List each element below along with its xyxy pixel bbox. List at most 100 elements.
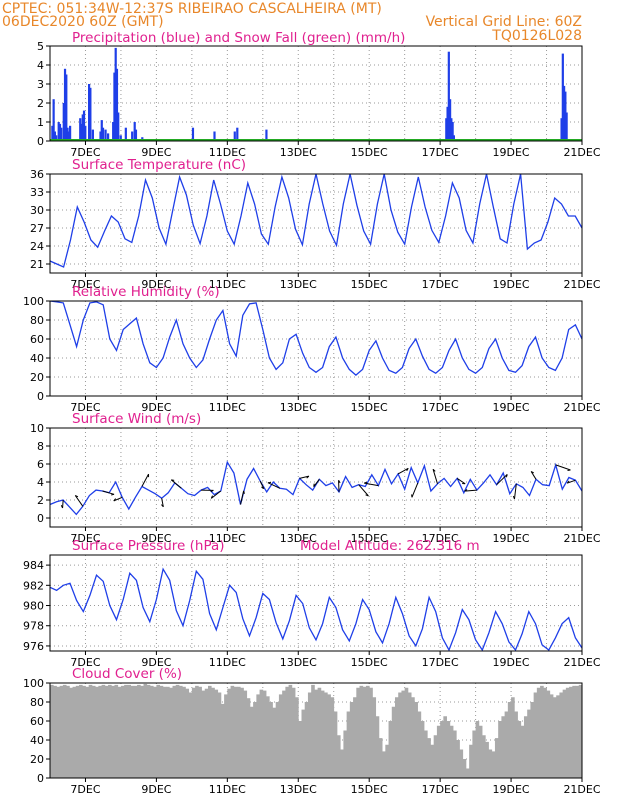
cloud-cover-bar xyxy=(559,692,564,778)
cloud-cover-bar xyxy=(204,688,209,778)
wind-arrow xyxy=(364,482,379,487)
cloud-cover-bar xyxy=(66,685,70,778)
wind-arrow xyxy=(566,479,576,484)
wind-arrow-head xyxy=(364,481,368,484)
wind-arrow xyxy=(62,499,64,509)
cloud-cover-bar xyxy=(488,749,493,778)
cloud-cover-bar xyxy=(256,694,260,778)
precip-bar xyxy=(79,118,82,141)
precip-grid xyxy=(50,46,582,141)
cloud-cover-bar xyxy=(575,685,580,778)
cloud-cover-bar xyxy=(166,686,170,778)
cloud-cover-bar xyxy=(398,692,402,778)
header-gridline: Vertical Grid Line: 60Z xyxy=(426,14,582,30)
precip-bar xyxy=(52,99,55,141)
cloud-ytick-label: 60 xyxy=(30,715,44,728)
precip-bar xyxy=(80,123,83,141)
cloud-xtick-label: 17DEC xyxy=(422,783,459,796)
cloud-cover-bar xyxy=(482,735,486,778)
wind-xtick-label: 21DEC xyxy=(563,532,600,545)
wind-frame xyxy=(49,427,583,528)
pres-series-line xyxy=(50,567,582,651)
cloud-cover-bar xyxy=(372,697,377,778)
temp-xtick-label: 9DEC xyxy=(141,278,171,291)
cloud-cover-bar xyxy=(349,702,354,778)
rh-title: Relative Humidity (%) xyxy=(72,284,220,300)
cloud-cover-bar xyxy=(407,692,412,778)
cloud-cover-bar xyxy=(50,684,54,778)
cloud-title: Cloud Cover (%) xyxy=(72,666,182,682)
wind-arrow xyxy=(397,467,409,475)
cloud-cover-bar xyxy=(153,686,157,778)
cloud-cover-bar xyxy=(385,744,389,778)
cloud-cover-bar xyxy=(207,685,212,778)
precip-bar xyxy=(561,53,564,141)
cloud-cover-bar xyxy=(543,687,547,778)
rh-ytick-label: 40 xyxy=(30,352,44,365)
wind-arrow xyxy=(267,482,281,489)
temp-frame xyxy=(49,173,583,274)
cloud-cover-bar xyxy=(295,697,299,778)
cloud-cover-bar xyxy=(227,688,231,778)
cloud-cover-bar xyxy=(359,685,364,778)
wind-panel: Surface Wind (m/s) 0 2 4 6 8 10 7DEC 9DEC 11DEC 13… xyxy=(30,411,601,545)
cloud-cover-bar xyxy=(523,716,528,778)
precip-bar xyxy=(447,51,450,142)
precip-bar xyxy=(451,122,454,141)
wind-arrow-head xyxy=(338,480,341,484)
wind-arrow-head xyxy=(512,495,515,500)
cloud-cover-bar xyxy=(362,686,367,778)
cloud-cover-bar xyxy=(504,711,509,778)
wind-ytick-label: 2 xyxy=(37,494,44,507)
cloud-cover-bar xyxy=(79,684,83,778)
cloud-cover-bar xyxy=(314,689,319,778)
temp-xtick-label: 19DEC xyxy=(493,278,530,291)
cloud-cover-bar xyxy=(317,687,322,778)
pres-xtick-label: 13DEC xyxy=(280,656,317,669)
cloud-cover-bar xyxy=(346,711,351,778)
temp-ytick-label: 21 xyxy=(30,258,44,271)
pres-xtick-label: 19DEC xyxy=(493,656,530,669)
cloud-cover-bar xyxy=(272,707,277,778)
cloud-cover-bar xyxy=(246,698,251,778)
precip-ytick-label: 4 xyxy=(37,59,44,72)
cloud-cover-bar xyxy=(191,687,196,778)
cloud-cover-bar xyxy=(195,685,199,778)
cloud-cover-bar xyxy=(446,721,451,778)
temp-grid xyxy=(50,174,582,273)
cloud-cover-bar xyxy=(275,702,280,778)
cloud-cover-bar xyxy=(285,686,289,778)
wind-arrow-head xyxy=(530,471,535,474)
cloud-cover-bar xyxy=(282,690,286,778)
wind-arrow-head xyxy=(111,493,115,496)
precip-bar xyxy=(114,47,117,141)
precip-bar xyxy=(124,127,127,141)
wind-ytick-label: 0 xyxy=(37,512,44,525)
cloud-cover-bar xyxy=(449,725,454,778)
cloud-cover-bar xyxy=(53,685,57,778)
pres-ytick-label: 982 xyxy=(23,579,44,592)
precip-xtick-label: 19DEC xyxy=(493,146,530,159)
cloud-cover-bar xyxy=(169,687,173,778)
cloud-cover-bar xyxy=(388,721,393,778)
cloud-cover-bar xyxy=(143,683,148,778)
cloud-cover-bar xyxy=(440,721,444,778)
rh-xtick-label: 19DEC xyxy=(493,401,530,414)
precip-bar xyxy=(60,127,63,141)
cloud-cover-bar xyxy=(498,721,502,778)
cloud-cover-bar xyxy=(307,692,312,778)
precip-bar xyxy=(107,133,110,141)
cloud-cover-bar xyxy=(149,685,154,778)
temp-ytick-label: 36 xyxy=(30,168,44,181)
wind-arrow xyxy=(299,475,310,479)
cloud-cover-bar xyxy=(320,690,325,778)
cloud-cover-bar xyxy=(91,685,96,778)
cloud-frame xyxy=(49,682,583,779)
wind-xtick-label: 17DEC xyxy=(422,532,459,545)
cloud-cover-bar xyxy=(552,697,557,778)
cloud-cover-bar xyxy=(507,702,512,778)
precip-bar xyxy=(99,131,102,141)
cloud-cover-bar xyxy=(243,690,248,778)
pres-xtick-label: 15DEC xyxy=(351,656,388,669)
rh-xtick-label: 7DEC xyxy=(70,401,100,414)
